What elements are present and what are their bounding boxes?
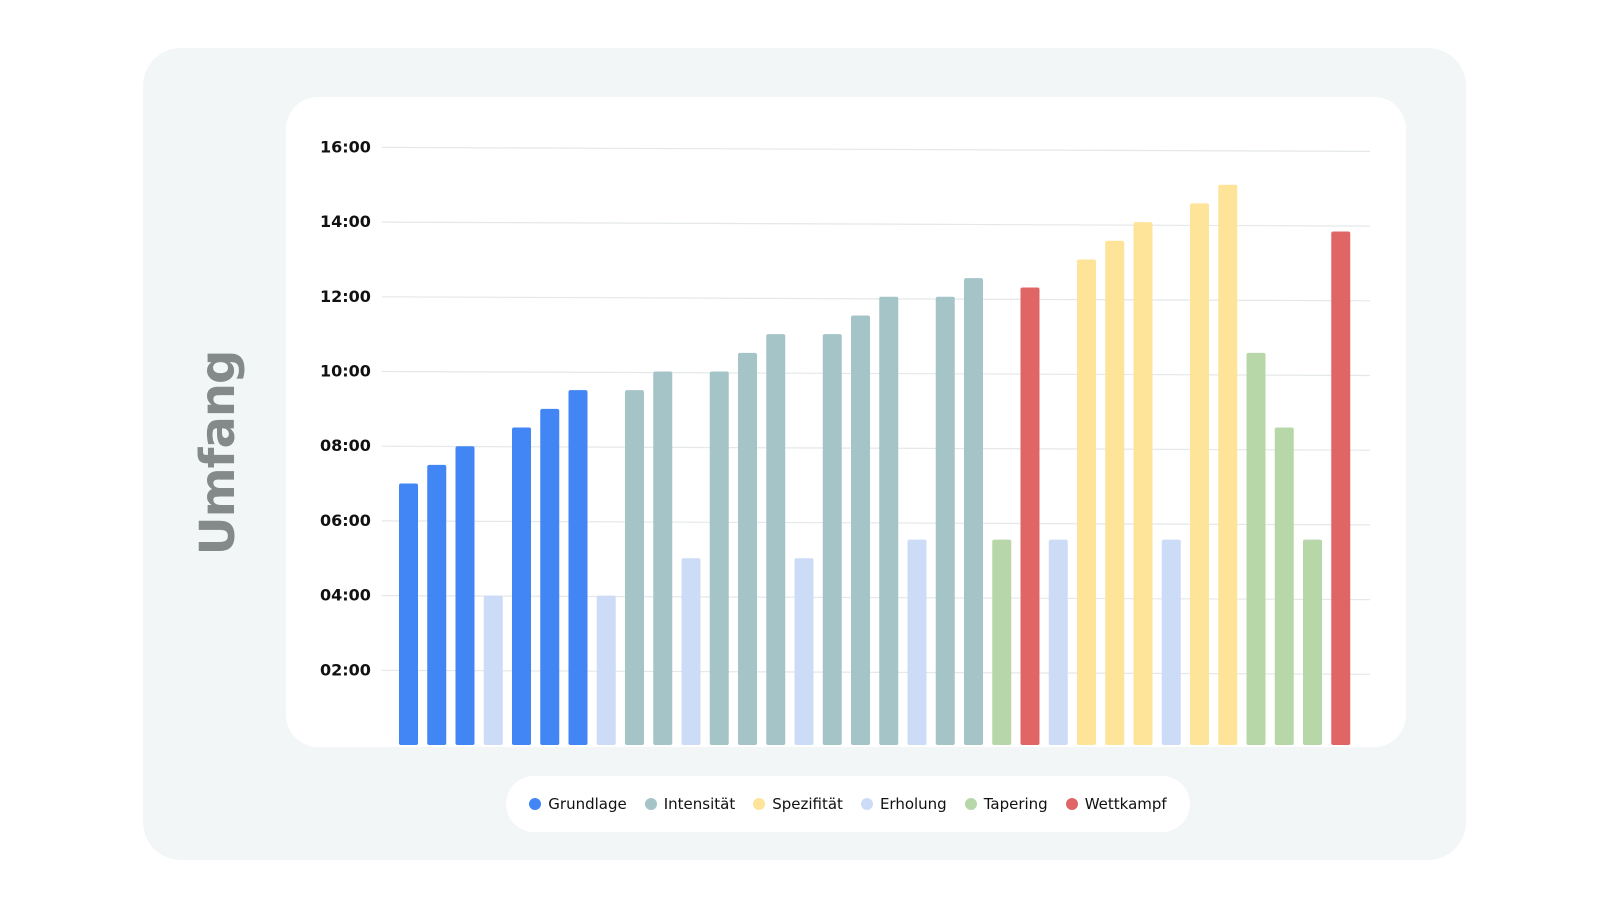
bar-tapering: [992, 539, 1012, 745]
bars: [399, 184, 1351, 746]
bar-tapering: [1274, 427, 1294, 745]
y-tick-label: 16:00: [320, 137, 371, 156]
bar-tapering: [1303, 539, 1322, 745]
bar-intensitaet: [766, 334, 786, 745]
bar-spezifitaet: [1077, 259, 1096, 745]
y-tick-label: 06:00: [320, 511, 371, 530]
bar-erholung: [596, 595, 616, 745]
y-tick-label: 10:00: [320, 362, 371, 381]
legend-marker: [1065, 798, 1078, 810]
legend-marker: [753, 798, 766, 810]
legend-marker: [529, 798, 542, 810]
bar-grundlage: [455, 446, 475, 745]
y-tick-label: 08:00: [320, 436, 371, 455]
grid-line: [381, 146, 1371, 152]
legend-label: Tapering: [983, 795, 1048, 813]
y-tick-label: 04:00: [320, 586, 371, 605]
legend-item-intensitaet: Intensität: [644, 795, 736, 813]
bar-grundlage: [427, 464, 447, 745]
bar-erholung: [1048, 539, 1068, 745]
bar-spezifitaet: [1218, 184, 1238, 745]
legend-label: Erholung: [879, 795, 947, 813]
bar-erholung: [907, 539, 927, 745]
bar-intensitaet: [709, 371, 729, 745]
y-tick-label: 14:00: [320, 212, 371, 231]
legend-marker: [964, 798, 977, 810]
legend-item-grundlage: Grundlage: [529, 795, 627, 813]
bar-spezifitaet: [1190, 203, 1209, 746]
bar-spezifitaet: [1105, 240, 1125, 745]
bar-intensitaet: [879, 296, 899, 745]
bar-erholung: [483, 595, 503, 745]
bar-intensitaet: [851, 315, 870, 745]
bar-erholung: [681, 558, 701, 745]
legend: Grundlage Intensität Spezifität Erholung Tap…: [506, 776, 1190, 832]
legend-item-erholung: Erholung: [860, 795, 947, 813]
legend-marker: [644, 798, 657, 810]
bar-intensitaet: [935, 296, 955, 745]
bar-intensitaet: [738, 352, 757, 745]
bar-grundlage: [399, 483, 418, 745]
bar-wettkampf: [1020, 287, 1040, 745]
legend-label: Grundlage: [548, 795, 627, 813]
bar-erholung: [1161, 539, 1181, 745]
legend-item-wettkampf: Wettkampf: [1065, 795, 1167, 813]
bar-spezifitaet: [1133, 222, 1153, 746]
y-tick-label: 12:00: [320, 287, 371, 306]
bar-grundlage: [512, 427, 531, 745]
bar-wettkampf: [1331, 231, 1351, 745]
legend-label: Spezifität: [772, 795, 843, 813]
bar-erholung: [794, 558, 814, 745]
y-axis-ticks: 02:00 04:00 06:00 08:00 10:00 12:00 14:00 16:00: [320, 137, 371, 679]
bar-intensitaet: [625, 390, 644, 745]
bar-intensitaet: [822, 334, 842, 745]
bar-intensitaet: [964, 278, 983, 745]
bar-tapering: [1246, 352, 1266, 745]
bar-grundlage: [568, 390, 588, 745]
bar-grundlage: [540, 408, 560, 745]
legend-label: Wettkampf: [1084, 795, 1167, 813]
legend-label: Intensität: [663, 795, 736, 813]
bar-intensitaet: [653, 371, 673, 745]
legend-item-tapering: Tapering: [964, 795, 1048, 813]
legend-item-spezifitaet: Spezifität: [753, 795, 843, 813]
legend-marker: [860, 798, 873, 810]
y-tick-label: 02:00: [320, 660, 371, 679]
